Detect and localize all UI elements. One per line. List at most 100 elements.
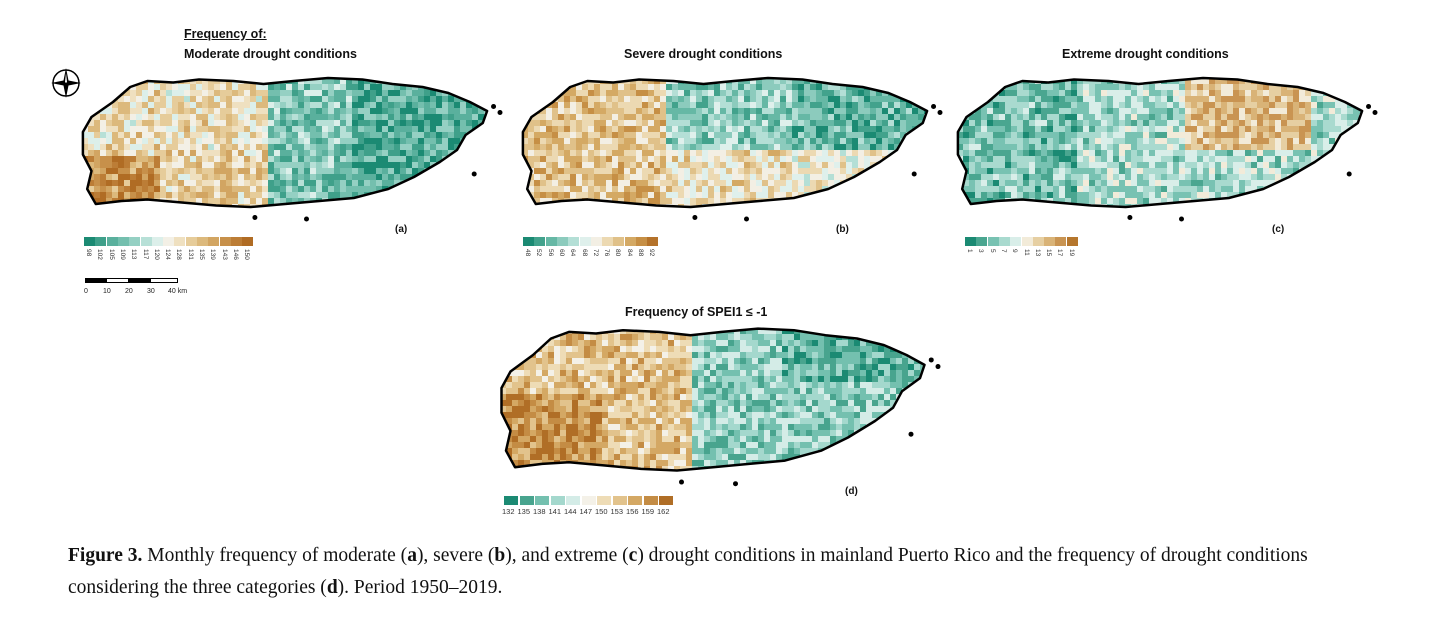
islet xyxy=(1179,217,1184,222)
legend-swatch xyxy=(566,496,580,505)
islet xyxy=(744,217,749,222)
legend-swatch xyxy=(535,496,549,505)
legend-swatch xyxy=(534,237,545,246)
map-puerto-rico-moderate xyxy=(70,72,500,222)
legend-label: 60 xyxy=(558,249,565,256)
islet xyxy=(733,481,738,486)
panel-a-letter: (a) xyxy=(395,224,407,235)
legend-label: 1 xyxy=(966,249,973,253)
legend-swatch xyxy=(1033,237,1044,246)
scale-segment xyxy=(128,278,151,283)
panel-c-letter: (c) xyxy=(1272,224,1284,235)
legend-label: 15 xyxy=(1045,249,1052,256)
legend-swatch xyxy=(520,496,534,505)
map-puerto-rico-spei1 xyxy=(488,322,938,487)
islet xyxy=(931,104,936,109)
legend-swatch xyxy=(84,237,95,246)
legend-label: 17 xyxy=(1056,249,1063,256)
legend-swatch xyxy=(174,237,185,246)
legend-label: 7 xyxy=(1000,249,1007,253)
legend-label: 113 xyxy=(130,249,137,259)
map-puerto-rico-severe xyxy=(510,72,940,222)
islet xyxy=(692,215,697,220)
legend-swatch xyxy=(546,237,557,246)
legend-swatch xyxy=(129,237,140,246)
legend-swatch xyxy=(625,237,636,246)
panel-a-title-line2: Moderate drought conditions xyxy=(184,47,357,61)
legend-label: 159 xyxy=(642,507,655,516)
legend-swatch xyxy=(557,237,568,246)
caption-label: Figure 3. xyxy=(68,545,142,566)
legend-swatch xyxy=(152,237,163,246)
legend-label: 80 xyxy=(614,249,621,256)
legend-swatch xyxy=(582,496,596,505)
legend-swatch xyxy=(602,237,613,246)
legend-label: 117 xyxy=(142,249,149,259)
legend-swatch xyxy=(976,237,987,246)
caption-text: ), and extreme ( xyxy=(505,545,628,566)
legend-swatch xyxy=(504,496,518,505)
caption-text: Monthly frequency of moderate ( xyxy=(142,545,407,566)
legend-label: 120 xyxy=(153,249,160,260)
legend-label: 138 xyxy=(533,507,546,516)
panel-d-title: Frequency of SPEI1 ≤ -1 xyxy=(625,305,767,319)
legend-label: 143 xyxy=(221,249,228,260)
legend-swatch xyxy=(613,496,627,505)
scale-tick: 0 xyxy=(84,288,88,295)
legend-label: 9 xyxy=(1011,249,1018,253)
legend-label: 109 xyxy=(119,249,126,260)
panel-b-title: Severe drought conditions xyxy=(624,47,782,61)
legend-label: 84 xyxy=(626,249,633,256)
islet xyxy=(1127,215,1132,220)
map-puerto-rico-extreme xyxy=(945,72,1375,222)
legend-swatch xyxy=(613,237,624,246)
legend-label: 11 xyxy=(1023,249,1030,256)
panel-b-letter: (b) xyxy=(836,224,849,235)
caption-ref: c xyxy=(629,545,638,566)
legend-swatch xyxy=(1044,237,1055,246)
legend-label: 68 xyxy=(581,249,588,256)
legend-swatch xyxy=(591,237,602,246)
legend-label: 76 xyxy=(603,249,610,256)
islet xyxy=(1347,172,1352,177)
legend-swatch xyxy=(95,237,106,246)
caption-text: ), severe ( xyxy=(417,545,494,566)
legend-swatch xyxy=(1055,237,1066,246)
islet xyxy=(472,172,477,177)
islet xyxy=(1373,110,1378,115)
caption-ref: b xyxy=(494,545,505,566)
legend-label: 144 xyxy=(564,507,577,516)
islet xyxy=(912,172,917,177)
legend-swatch xyxy=(568,237,579,246)
scale-segment xyxy=(150,278,178,283)
legend-swatch xyxy=(1022,237,1033,246)
legend-label: 153 xyxy=(611,507,624,516)
legend-swatch xyxy=(1067,237,1078,246)
legend-label: 88 xyxy=(637,249,644,256)
legend-label: 141 xyxy=(549,507,562,516)
legend-swatch xyxy=(628,496,642,505)
legend-swatch xyxy=(242,237,253,246)
legend-swatch xyxy=(597,496,611,505)
legend-swatch xyxy=(231,237,242,246)
legend-label: 147 xyxy=(580,507,593,516)
islet xyxy=(491,104,496,109)
islet xyxy=(498,110,503,115)
legend-label: 92 xyxy=(648,249,655,256)
legend-label: 146 xyxy=(232,249,239,260)
islet xyxy=(938,110,943,115)
scale-tick: 20 xyxy=(125,288,133,295)
legend-swatch xyxy=(1010,237,1021,246)
legend-swatch xyxy=(107,237,118,246)
legend-label: 52 xyxy=(535,249,542,256)
legend-label: 3 xyxy=(977,249,984,253)
legend-label: 5 xyxy=(989,249,996,253)
legend-label: 124 xyxy=(164,249,171,260)
legend-label: 98 xyxy=(85,249,92,256)
islet xyxy=(679,480,684,485)
legend-label: 19 xyxy=(1068,249,1075,256)
legend-swatch xyxy=(208,237,219,246)
legend-label: 150 xyxy=(243,249,250,260)
legend-swatch xyxy=(163,237,174,246)
legend-swatch xyxy=(647,237,658,246)
